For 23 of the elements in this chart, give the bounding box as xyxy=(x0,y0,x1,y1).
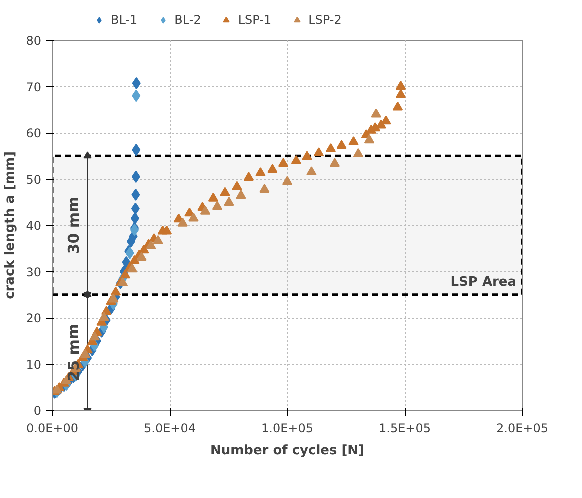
legend-label: LSP-1 xyxy=(238,13,272,27)
y-tick-label: 0 xyxy=(34,404,42,418)
legend-label: BL-1 xyxy=(111,13,138,27)
x-axis-title: Number of cycles [N] xyxy=(210,444,365,458)
x-tick-label: 2.0E+05 xyxy=(496,422,549,436)
y-tick-label: 80 xyxy=(26,34,42,48)
y-tick-label: 40 xyxy=(26,219,42,233)
y-axis-title: crack length a [mm] xyxy=(3,152,18,300)
x-tick-label: 1.0E+05 xyxy=(262,422,314,436)
x-tick-label: 1.5E+05 xyxy=(379,422,432,436)
y-tick-label: 30 xyxy=(26,265,42,280)
y-tick-label: 70 xyxy=(26,80,42,94)
band-label: LSP Area xyxy=(450,274,517,290)
y-tick-label: 60 xyxy=(26,126,42,140)
legend-label: BL-2 xyxy=(174,13,202,27)
annotation: 25 mm xyxy=(64,324,83,382)
legend-label: LSP-2 xyxy=(308,13,342,27)
y-tick-label: 10 xyxy=(26,358,42,372)
x-tick-label: 5.0E+04 xyxy=(144,422,196,436)
y-tick-label: 20 xyxy=(26,312,42,326)
annotation: 30 mm xyxy=(64,196,83,254)
y-tick-label: 50 xyxy=(26,172,42,187)
x-tick-label: 0.0E+00 xyxy=(26,422,79,436)
